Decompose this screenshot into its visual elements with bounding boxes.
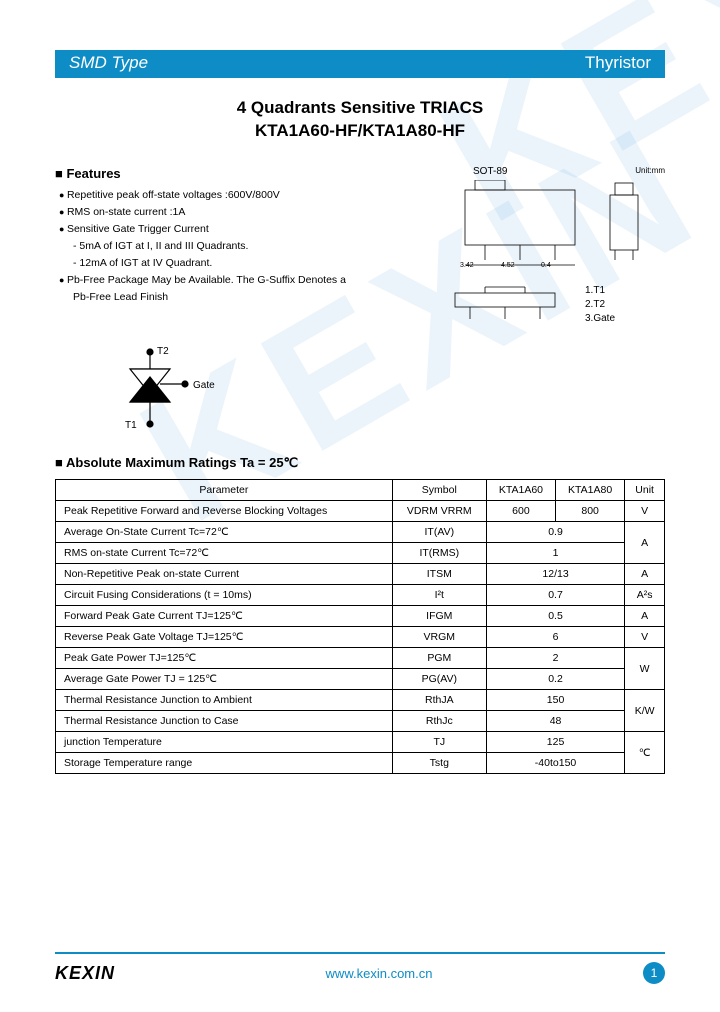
table-row: RMS on-state Current Tc=72℃IT(RMS)1 [56, 543, 665, 564]
table-row: junction TemperatureTJ125℃ [56, 732, 665, 753]
page-number: 1 [643, 962, 665, 984]
svg-text:Gate: Gate [193, 380, 215, 391]
table-row: Peak Gate Power TJ=125℃PGM2W [56, 648, 665, 669]
page-footer: KEXIN www.kexin.com.cn 1 [55, 952, 665, 984]
table-row: Peak Repetitive Forward and Reverse Bloc… [56, 501, 665, 522]
package-outline-icon: 3.42 4.52 0.4 [445, 180, 665, 270]
feature-item: Repetitive peak off-state voltages :600V… [59, 189, 425, 201]
table-row: Reverse Peak Gate Voltage TJ=125℃VRGM6V [56, 627, 665, 648]
ratings-heading: Absolute Maximum Ratings Ta = 25℃ [55, 455, 665, 471]
svg-text:T1: T1 [125, 420, 137, 431]
table-row: Average On-State Current Tc=72℃IT(AV)0.9… [56, 522, 665, 543]
feature-item: 5mA of IGT at I, II and III Quadrants. [59, 240, 425, 252]
table-row: Circuit Fusing Considerations (t = 10ms)… [56, 585, 665, 606]
page-title: 4 Quadrants Sensitive TRIACS [55, 98, 665, 118]
unit-label: Unit:mm [607, 166, 665, 177]
package-drawing: SOT-89 Unit:mm 3.42 4.52 0 [445, 166, 665, 326]
feature-item: Pb-Free Lead Finish [59, 291, 425, 303]
feature-item: 12mA of IGT at IV Quadrant. [59, 257, 425, 269]
triac-symbol: T2 T1 Gate [105, 344, 665, 437]
header-right: Thyristor [571, 50, 665, 78]
footer-url: www.kexin.com.cn [326, 966, 433, 981]
svg-text:4.52: 4.52 [501, 262, 515, 269]
part-numbers: KTA1A60-HF/KTA1A80-HF [55, 121, 665, 141]
pinout-icon [445, 285, 565, 325]
pin-labels: 1.T1 2.T2 3.Gate [585, 284, 615, 326]
package-label: SOT-89 [445, 166, 507, 177]
table-row: Average Gate Power TJ = 125℃PG(AV)0.2 [56, 669, 665, 690]
svg-text:T2: T2 [157, 346, 169, 357]
feature-item: Pb-Free Package May be Available. The G-… [59, 274, 425, 286]
header-bar: SMD Type Thyristor [55, 50, 665, 78]
features-heading: Features [55, 166, 425, 181]
table-row: Thermal Resistance Junction to AmbientRt… [56, 690, 665, 711]
feature-item: Sensitive Gate Trigger Current [59, 223, 425, 235]
svg-text:3.42: 3.42 [460, 262, 474, 269]
table-row: Forward Peak Gate Current TJ=125℃IFGM0.5… [56, 606, 665, 627]
ratings-table: ParameterSymbolKTA1A60KTA1A80Unit Peak R… [55, 479, 665, 774]
svg-text:0.4: 0.4 [541, 262, 551, 269]
feature-item: RMS on-state current :1A [59, 206, 425, 218]
header-left: SMD Type [55, 50, 162, 78]
feature-list: Repetitive peak off-state voltages :600V… [55, 189, 425, 303]
table-row: Storage Temperature rangeTstg-40to150 [56, 753, 665, 774]
table-row: Non-Repetitive Peak on-state CurrentITSM… [56, 564, 665, 585]
brand-logo: KEXIN [55, 963, 115, 984]
table-row: Thermal Resistance Junction to CaseRthJc… [56, 711, 665, 732]
